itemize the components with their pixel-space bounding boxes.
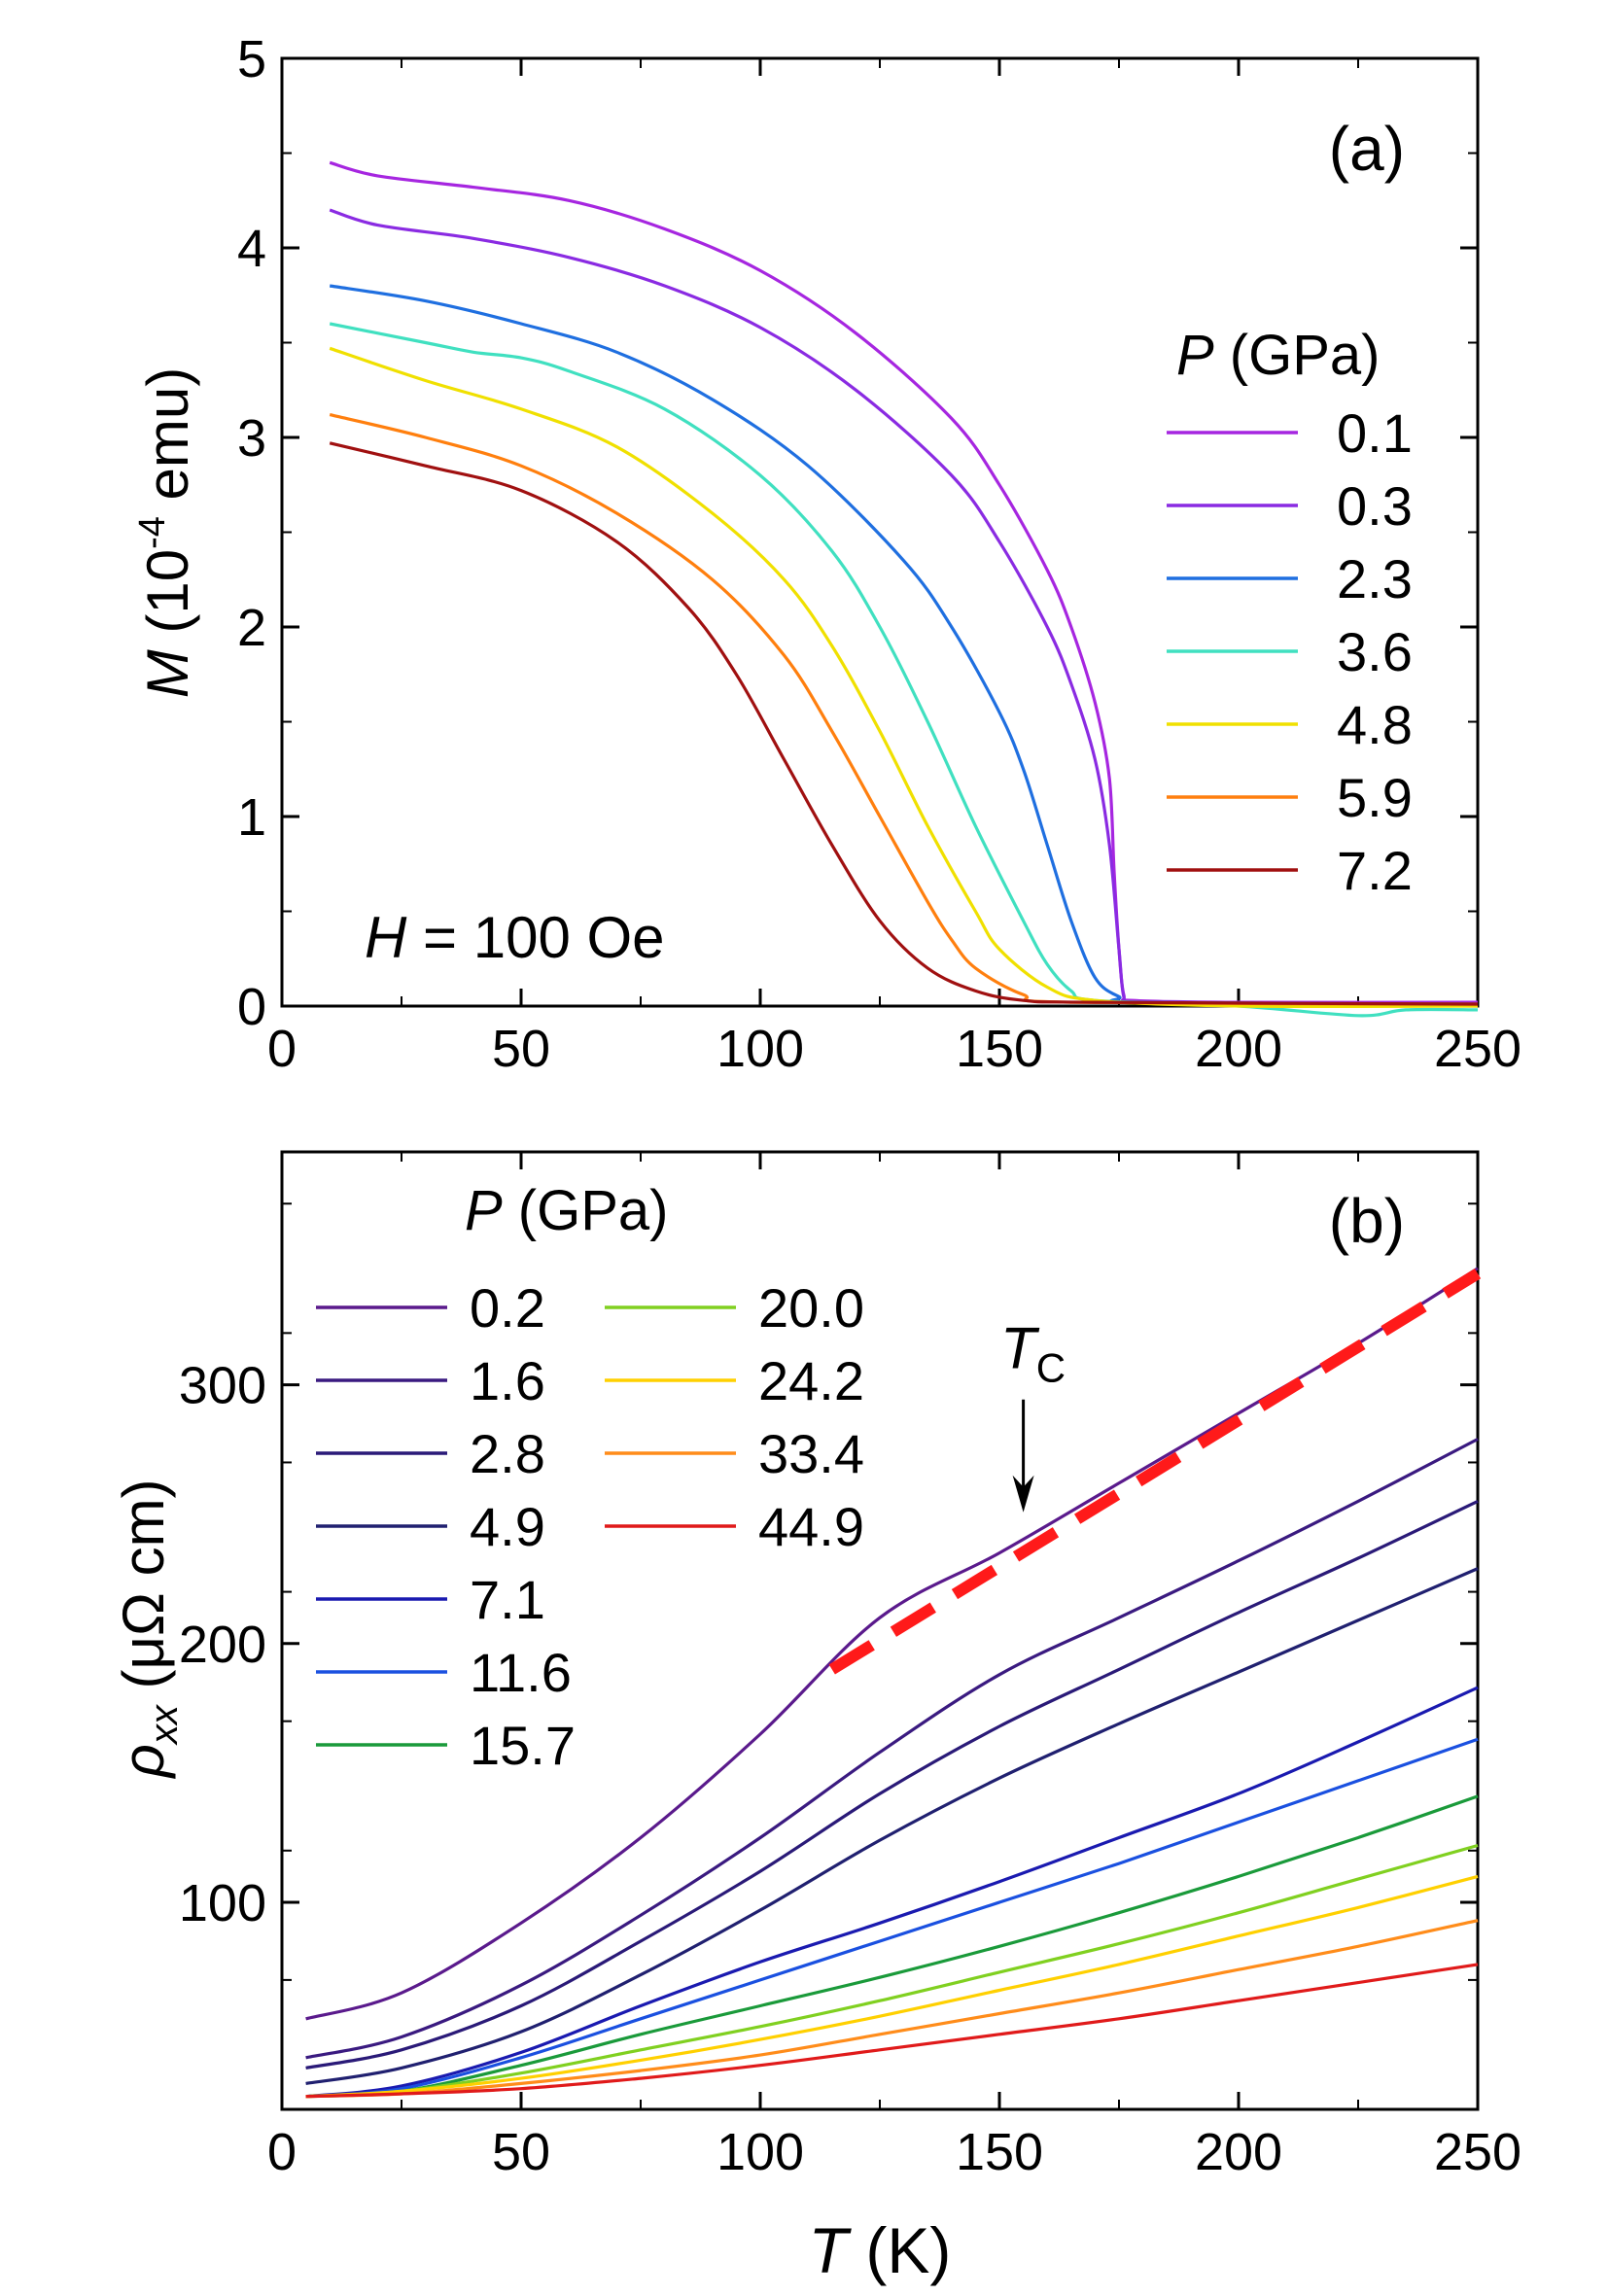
series-line-b-44-9 [305,1963,1479,2099]
y-axis-label-b: ρxx (μΩ cm) [111,1478,186,1779]
legend-label-b-44-9: 44.9 [758,1496,864,1557]
y-tick-label-b: 100 [179,1874,266,1932]
x-tick-label-b: 200 [1195,2123,1282,2181]
legend-label-b-20-0: 20.0 [758,1277,864,1339]
y-tick-label-a: 0 [237,978,266,1036]
series-group-b [305,1267,1479,2099]
annotation-field: H = 100 Oe [365,905,665,970]
series-line-b-24-2 [305,1874,1479,2099]
legend-label-b-33-4: 33.4 [758,1423,864,1484]
high-temperature-fit-line [828,1269,1482,1675]
series-line-b-15-7 [305,1794,1479,2099]
series-line-b-7-1 [305,1686,1479,2099]
x-tick-label-b: 250 [1434,2123,1521,2181]
legend-a: 0.1 0.3 2.3 3.6 4.8 5.9 7.2 [1167,402,1413,901]
series-group-a [329,160,1479,1018]
x-tick-label-a: 50 [492,1020,550,1078]
legend-label-a-0-1: 0.1 [1337,402,1413,464]
y-tick-label-a: 5 [237,30,266,88]
x-tick-label-a: 100 [717,1020,804,1078]
series-line-b-20-0 [305,1843,1479,2099]
panel-label-b: (b) [1329,1186,1405,1256]
legend-label-b-4-9: 4.9 [470,1496,545,1557]
legend-title-a: P (GPa) [1176,324,1381,387]
x-tick-label-a: 200 [1195,1020,1282,1078]
tc-label: TC [1000,1316,1066,1391]
series-line-b-33-4 [305,1919,1479,2099]
legend-label-a-3-6: 3.6 [1337,621,1413,682]
legend-label-b-7-1: 7.1 [470,1569,545,1630]
x-tick-label-a: 250 [1434,1020,1521,1078]
legend-label-b-24-2: 24.2 [758,1350,864,1411]
x-tick-label-b: 100 [717,2123,804,2181]
series-line-a-2-3 [329,284,1479,1006]
axis-ticks-a: 0 50 100 150 200 250 0 1 2 3 4 5 [237,30,1521,1078]
series-line-b-2-8 [305,1499,1479,2070]
y-tick-label-a: 1 [237,788,266,847]
tc-annotation: TC [1000,1316,1066,1513]
legend-label-a-4-8: 4.8 [1337,694,1413,755]
legend-label-a-5-9: 5.9 [1337,767,1413,828]
x-tick-label-a: 0 [267,1020,297,1078]
legend-b: 0.2 1.6 2.8 4.9 7.1 11.6 15.7 20.0 24.2 33.4 44.9 [316,1277,864,1776]
axis-ticks-b: 0 50 100 150 200 250 100 200 300 [179,1152,1521,2181]
panel-label-a: (a) [1329,114,1405,184]
legend-label-a-2-3: 2.3 [1337,548,1413,609]
y-axis-label-a: M (10-4 emu) [132,367,200,699]
y-tick-label-b: 200 [179,1616,266,1674]
series-line-a-7-2 [329,441,1479,1006]
y-tick-label-a: 4 [237,220,266,278]
legend-label-b-11-6: 11.6 [470,1642,572,1703]
x-axis-label: T (K) [809,2214,952,2286]
x-tick-label-a: 150 [956,1020,1043,1078]
legend-label-a-0-3: 0.3 [1337,475,1413,537]
series-line-b-1-6 [305,1438,1479,2060]
legend-label-b-1-6: 1.6 [470,1350,545,1411]
legend-title-b: P (GPa) [465,1179,669,1242]
series-line-b-4-9 [305,1567,1479,2085]
y-tick-label-a: 3 [237,409,266,468]
legend-label-b-2-8: 2.8 [470,1423,545,1484]
y-tick-label-a: 2 [237,599,266,657]
legend-label-b-0-2: 0.2 [470,1277,545,1339]
x-tick-label-b: 0 [267,2123,297,2181]
x-tick-label-b: 150 [956,2123,1043,2181]
series-line-b-11-6 [305,1737,1479,2099]
panel-a: 0 50 100 150 200 250 0 1 2 3 4 5 M (10-4 emu) (a) H… [132,30,1521,1078]
x-tick-label-b: 50 [492,2123,550,2181]
tc-arrow-head [1012,1475,1034,1513]
legend-label-b-15-7: 15.7 [470,1715,576,1776]
y-tick-label-b: 300 [179,1357,266,1415]
legend-label-a-7-2: 7.2 [1337,840,1413,901]
